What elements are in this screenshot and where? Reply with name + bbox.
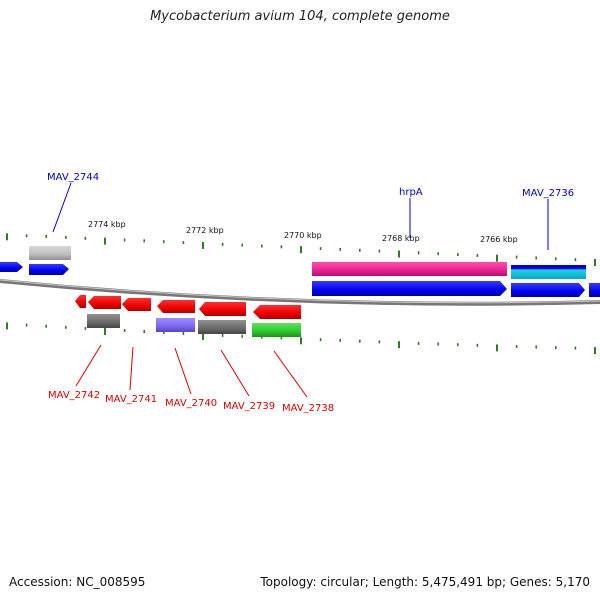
gene-block-mav2738[interactable] — [252, 323, 301, 337]
gene-arrow-forward[interactable] — [29, 264, 69, 275]
gene-arrow-reverse[interactable] — [157, 300, 195, 313]
gene-arrow-reverse[interactable] — [75, 295, 86, 308]
scale-label-2774: 2774 kbp — [88, 220, 126, 229]
genome-backbone — [0, 279, 600, 306]
genome-summary-text: Topology: circular; Length: 5,475,491 bp… — [260, 575, 590, 589]
gene-arrow-reverse[interactable] — [253, 305, 301, 319]
leader-line-mav2738 — [273, 350, 308, 398]
scale-label-2766: 2766 kbp — [480, 235, 518, 244]
gene-block-mav2744[interactable] — [29, 246, 71, 260]
scale-label-2772: 2772 kbp — [186, 226, 224, 235]
leader-line-mav2741 — [129, 346, 134, 391]
gene-label-mav2736[interactable]: MAV_2736 — [522, 188, 574, 199]
gene-arrow-forward[interactable] — [511, 283, 585, 297]
gene-label-mav2739[interactable]: MAV_2739 — [223, 401, 275, 412]
gene-block-mav2736[interactable] — [511, 265, 586, 279]
gene-label-mav2740[interactable]: MAV_2740 — [165, 398, 217, 409]
gene-arrow-reverse[interactable] — [122, 298, 151, 311]
gene-block-mav2742[interactable] — [87, 314, 120, 328]
gene-arrow-forward[interactable] — [312, 281, 507, 296]
genome-backbone-highlight — [0, 279, 600, 304]
gene-arrow-reverse[interactable] — [88, 296, 121, 309]
gene-arrow-forward[interactable] — [0, 262, 23, 272]
gene-arrow-reverse[interactable] — [199, 302, 246, 316]
gene-label-mav2742[interactable]: MAV_2742 — [48, 390, 100, 401]
gene-label-mav2744[interactable]: MAV_2744 — [47, 172, 99, 183]
map-title: Mycobacterium avium 104, complete genome — [150, 9, 450, 24]
scale-label-2768: 2768 kbp — [382, 234, 420, 243]
gene-label-mav2738[interactable]: MAV_2738 — [282, 403, 334, 414]
gene-block-hrpa[interactable] — [312, 262, 507, 276]
gene-block-mav2739[interactable] — [198, 320, 246, 334]
scale-ticks-top — [6, 233, 596, 266]
gene-block-mav2740[interactable] — [156, 318, 195, 332]
gene-block-forward[interactable] — [589, 283, 600, 297]
leader-line-mav2744 — [52, 182, 72, 233]
gene-label-mav2741[interactable]: MAV_2741 — [105, 394, 157, 405]
leader-line-mav2739 — [220, 349, 250, 397]
accession-text: Accession: NC_008595 — [9, 575, 146, 589]
gene-label-hrpa[interactable]: hrpA — [399, 187, 423, 198]
leader-line-mav2740 — [174, 347, 192, 395]
leader-line-mav2742 — [75, 344, 102, 387]
scale-label-2770: 2770 kbp — [284, 231, 322, 240]
